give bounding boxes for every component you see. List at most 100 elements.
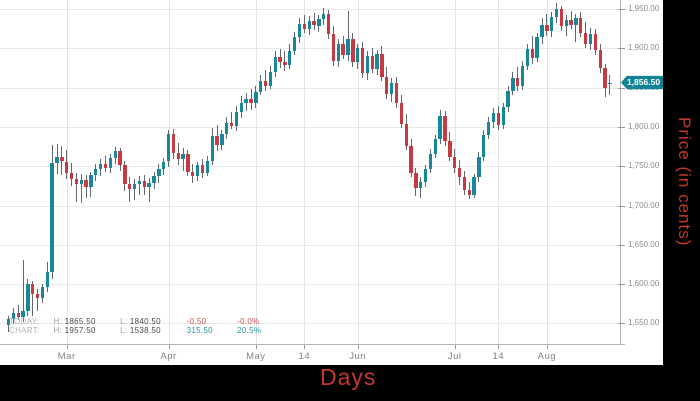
candle-body (520, 65, 525, 87)
y-axis-tick (618, 284, 625, 286)
candle-body (162, 161, 166, 169)
candle-body (69, 172, 74, 179)
candle-body (191, 171, 195, 177)
legend-chart-label: CHART: (9, 326, 40, 335)
candle-body (511, 78, 515, 91)
candle-body (181, 153, 185, 160)
candle-body (331, 34, 336, 61)
candle-body (297, 23, 302, 38)
x-gridline (546, 0, 548, 344)
candle-body (273, 56, 277, 72)
candle-body (128, 183, 132, 189)
y-tick-label: 1,900.00 (628, 43, 660, 53)
x-axis-tick (255, 345, 257, 349)
candle-body (40, 287, 45, 299)
candle-wick (75, 172, 77, 203)
x-gridline (168, 0, 170, 344)
candle-body (554, 9, 559, 17)
candle-body (26, 284, 30, 311)
candle-body (195, 165, 200, 177)
y-gridline (0, 205, 620, 207)
candle-body (123, 165, 127, 184)
candle-body (283, 61, 287, 65)
candle-body (166, 133, 171, 162)
candle-body (545, 24, 549, 31)
y-gridline (0, 323, 620, 325)
candle-body (394, 82, 399, 104)
candle-wick (148, 178, 150, 202)
candle-body (336, 43, 340, 61)
candle-body (482, 134, 486, 157)
candle-body (496, 112, 501, 126)
candle-body (292, 37, 297, 51)
candle-body (438, 115, 442, 140)
candle-body (603, 67, 607, 89)
x-gridline (498, 0, 500, 344)
candle-body (244, 98, 248, 103)
candle-body (94, 169, 98, 175)
candle-wick (37, 288, 39, 311)
candle-wick (575, 13, 577, 42)
y-axis-tick (618, 166, 625, 168)
candle-wick (85, 174, 87, 199)
candle-body (385, 76, 389, 94)
candle-body (322, 13, 326, 20)
legend-today-change-pct: -0.0% (237, 317, 260, 326)
candle-body (157, 168, 161, 177)
candle-wick (182, 148, 184, 171)
legend-today-high-key: H: (53, 317, 63, 326)
candle-body (317, 19, 321, 26)
candle-body (31, 284, 35, 294)
y-gridline (0, 166, 620, 168)
candle-body (428, 153, 433, 169)
candle-wick (80, 174, 82, 204)
candle-body (491, 112, 496, 123)
candle-body (375, 53, 379, 69)
candle-wick (17, 305, 19, 320)
y-axis-title: Price (in cents) (675, 117, 694, 247)
x-gridline (304, 0, 306, 344)
candle-wick (129, 177, 131, 203)
plot-area[interactable] (0, 0, 620, 344)
candle-body (215, 135, 219, 145)
x-gridline (255, 0, 257, 344)
y-tick-label: 1,950.00 (628, 4, 660, 13)
candle-body (21, 310, 25, 318)
candle-body (307, 20, 311, 29)
candle-body (530, 49, 534, 58)
candle-body (525, 49, 530, 66)
candle-body (588, 34, 593, 44)
candle-body (312, 20, 316, 26)
candle-body (16, 313, 20, 318)
x-axis-tick (66, 345, 68, 349)
candle-body (501, 107, 505, 126)
candle-body (50, 163, 54, 273)
y-axis-tick (618, 323, 625, 325)
candle-body (356, 48, 360, 63)
x-tick-label: May (246, 351, 266, 362)
x-axis-tick (168, 345, 170, 349)
y-axis-tick (618, 9, 625, 10)
plot-background (0, 0, 663, 365)
candle-body (346, 38, 350, 55)
candle-body (462, 177, 467, 190)
candle-body (152, 176, 156, 183)
y-gridline (0, 284, 620, 286)
candle-wick (32, 280, 34, 316)
candle-body (171, 133, 176, 153)
candle-body (506, 90, 510, 108)
candle-body (74, 178, 79, 185)
candle-body (55, 156, 59, 164)
y-tick-label: 1,800.00 (628, 121, 660, 131)
candle-body (205, 160, 210, 174)
candle-body (302, 23, 307, 29)
candle-body (259, 81, 263, 92)
candle-body (229, 122, 234, 127)
x-gridline (357, 0, 359, 344)
candle-body (448, 141, 452, 157)
candle-body (608, 82, 612, 84)
x-axis-tick (498, 345, 500, 349)
candle-body (210, 135, 214, 161)
candle-body (268, 71, 273, 87)
